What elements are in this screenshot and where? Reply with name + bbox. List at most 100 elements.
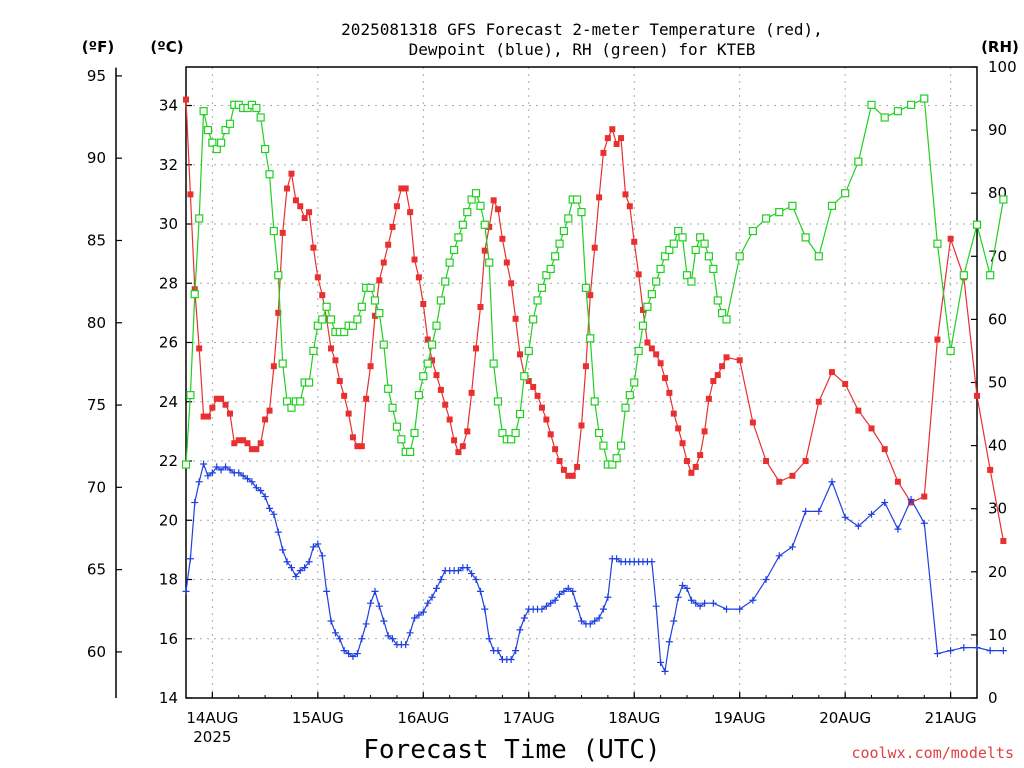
dewpoint-point xyxy=(494,647,502,655)
dewpoint-point xyxy=(986,647,994,655)
temperature-point xyxy=(363,395,370,402)
fahrenheit-tick-label: 60 xyxy=(87,643,106,661)
rh-point xyxy=(722,315,731,324)
rh-point xyxy=(608,460,617,469)
rh-point xyxy=(542,271,551,280)
rh-point xyxy=(665,245,674,255)
temperature-point xyxy=(600,149,607,156)
temperature-point xyxy=(420,300,427,307)
dewpoint-point xyxy=(336,635,344,643)
dewpoint-point xyxy=(252,484,260,492)
temperature-point xyxy=(398,185,405,192)
temperature-point xyxy=(213,395,220,402)
rh-point xyxy=(427,340,437,349)
dewpoint-point xyxy=(411,614,419,622)
temperature-point xyxy=(226,410,233,417)
temperature-point xyxy=(424,336,431,343)
dewpoint-point xyxy=(547,599,555,607)
temperature-point xyxy=(380,259,387,266)
rh-point xyxy=(555,239,564,248)
rh-point xyxy=(454,233,463,242)
dewpoint-point xyxy=(613,555,621,563)
rh-point xyxy=(221,125,230,135)
dewpoint-point xyxy=(283,558,291,566)
rh-point xyxy=(256,113,265,122)
temperature-point xyxy=(389,223,396,230)
dewpoint-point xyxy=(709,599,717,607)
temperature-point xyxy=(670,410,677,417)
temperature-point xyxy=(301,215,308,222)
rh-point xyxy=(634,346,643,356)
dewpoint-point xyxy=(657,658,665,666)
dewpoint-point xyxy=(200,460,208,468)
temperature-point xyxy=(596,194,603,201)
temperature-point xyxy=(235,437,242,444)
dewpoint-point xyxy=(204,472,212,480)
dewpoint-point xyxy=(564,584,572,592)
dewpoint-point xyxy=(419,608,427,616)
dewpoint-point xyxy=(573,602,581,610)
rh-point xyxy=(590,397,599,406)
rh-point xyxy=(616,441,626,450)
temperature-point xyxy=(244,440,251,447)
dewpoint-point xyxy=(217,466,225,474)
rh-point xyxy=(867,100,876,109)
dewpoint-point xyxy=(701,599,709,607)
dewpoint-point xyxy=(428,593,436,601)
rh-point xyxy=(318,315,327,324)
temperature-point xyxy=(183,96,189,103)
temperature-point xyxy=(323,315,330,322)
rh-point xyxy=(652,277,661,286)
temperature-point xyxy=(196,345,203,352)
temperature-point xyxy=(433,372,440,379)
temperature-point xyxy=(411,256,418,263)
x-axis-title: Forecast Time (UTC) xyxy=(363,735,660,765)
rh-point xyxy=(595,428,604,438)
rh-point xyxy=(564,214,573,223)
temperature-point xyxy=(705,395,712,402)
temperature-point xyxy=(639,306,646,313)
rh-point xyxy=(353,315,362,324)
dewpoint-point xyxy=(881,498,889,506)
temperature-point xyxy=(525,378,532,385)
temperature-point xyxy=(815,398,822,405)
dewpoint-point xyxy=(973,644,981,652)
rh-point xyxy=(296,397,305,406)
temperature-point xyxy=(407,209,414,216)
fahrenheit-unit-label: (ºF) xyxy=(82,38,114,56)
temperature-point xyxy=(204,413,211,420)
x-tick-label: 15AUG xyxy=(292,709,344,727)
temperature-point xyxy=(622,191,629,198)
rh-unit-label: (RH) xyxy=(981,38,1019,56)
rh-point xyxy=(471,189,481,198)
rh-point xyxy=(524,346,533,356)
rh-point xyxy=(638,321,648,330)
rh-tick-label: 20 xyxy=(988,563,1007,581)
dewpoint-point xyxy=(222,463,230,471)
rh-point xyxy=(586,334,595,343)
rh-point xyxy=(599,441,608,450)
dewpoint-point xyxy=(345,650,353,658)
temperature-point xyxy=(262,416,269,423)
temperature-point xyxy=(288,170,295,177)
dewpoint-point xyxy=(380,617,388,625)
temperature-point xyxy=(306,209,313,216)
dewpoint-point xyxy=(920,519,928,527)
rh-point xyxy=(388,403,397,412)
rh-point xyxy=(551,252,560,261)
dewpoint-point xyxy=(279,546,287,554)
rh-point xyxy=(419,372,428,381)
rh-point xyxy=(436,296,446,305)
dewpoint-point xyxy=(296,567,304,575)
temperature-point xyxy=(582,363,589,370)
temperature-point xyxy=(644,339,651,346)
dewpoint-point xyxy=(933,650,941,658)
dewpoint-point xyxy=(349,653,357,661)
dewpoint-point xyxy=(472,576,480,584)
rh-point xyxy=(217,138,226,147)
rh-point xyxy=(529,315,538,324)
x-tick-label: 18AUG xyxy=(608,709,660,727)
rh-point xyxy=(186,391,195,400)
dewpoint-point xyxy=(692,599,700,607)
dewpoint-point xyxy=(595,614,603,622)
